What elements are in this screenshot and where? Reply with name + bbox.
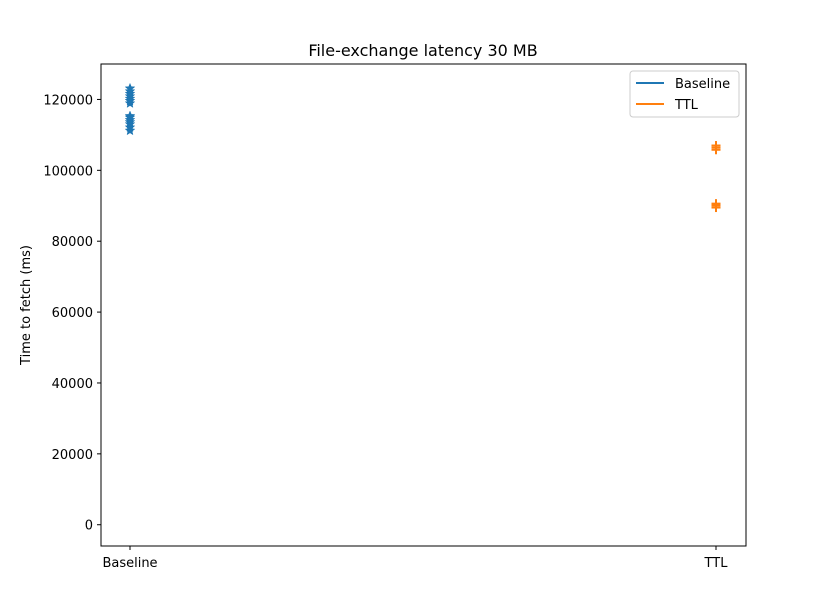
ttl-point xyxy=(711,141,721,151)
y-tick-label: 60000 xyxy=(52,306,93,321)
baseline-point xyxy=(124,124,136,136)
y-tick-label: 0 xyxy=(85,519,93,534)
ttl-point xyxy=(711,199,721,209)
x-tick-label: TTL xyxy=(704,556,729,571)
legend-ttl-label: TTL xyxy=(674,98,699,113)
y-tick-label: 40000 xyxy=(52,377,93,392)
baseline-point xyxy=(124,110,136,121)
baseline-point xyxy=(124,121,136,133)
x-axis-ticks: Baseline TTL xyxy=(102,546,728,571)
baseline-point xyxy=(124,82,136,94)
x-tick-label: Baseline xyxy=(102,556,157,571)
y-axis-label: Time to fetch (ms) xyxy=(19,245,34,366)
y-tick-label: 20000 xyxy=(52,448,93,463)
y-axis-ticks: 0 20000 40000 60000 80000 100000 120000 xyxy=(43,93,101,534)
y-tick-label: 120000 xyxy=(43,93,93,108)
data-points xyxy=(124,82,721,213)
legend: Baseline TTL xyxy=(629,70,740,118)
legend-baseline-label: Baseline xyxy=(675,77,730,92)
chart-title: File-exchange latency 30 MB xyxy=(308,41,537,60)
y-tick-label: 80000 xyxy=(52,235,93,250)
y-tick-label: 100000 xyxy=(43,164,93,179)
plot-area-frame xyxy=(100,63,747,547)
